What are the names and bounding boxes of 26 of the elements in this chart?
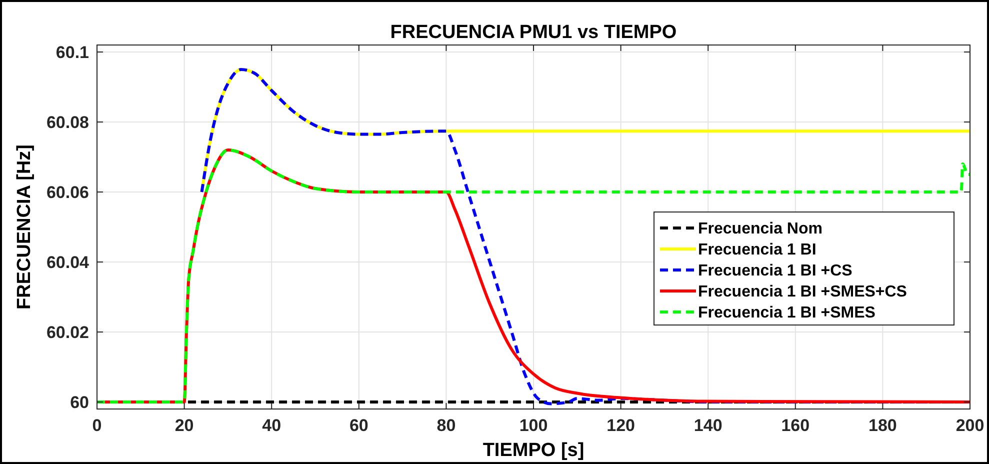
x-tick-label: 60 xyxy=(349,416,368,435)
x-tick-label: 80 xyxy=(436,416,456,435)
y-tick-label: 60 xyxy=(70,392,89,412)
x-tick-label: 160 xyxy=(781,416,810,435)
x-tick-label: 40 xyxy=(262,416,282,435)
legend-label: Frecuencia 1 BI +CS xyxy=(698,262,853,280)
x-tick-label: 120 xyxy=(606,416,635,435)
x-tick-label: 200 xyxy=(956,416,984,435)
y-tick-label: 60.04 xyxy=(46,252,90,272)
line-series xyxy=(96,148,972,404)
x-axis-title: TIEMPO [s] xyxy=(482,440,584,461)
x-tick-label: 0 xyxy=(92,416,102,435)
y-tick-label: 60.1 xyxy=(56,42,89,62)
legend-label: Frecuencia 1 BI xyxy=(698,242,816,259)
y-tick-label: 60.08 xyxy=(46,112,89,132)
x-tick-label: 20 xyxy=(174,416,194,435)
legend-label: Frecuencia 1 BI +SMES+CS xyxy=(698,284,908,301)
legend-label: Frecuencia Nom xyxy=(698,220,822,238)
x-tick-label: 140 xyxy=(694,416,722,435)
chart-title: FRECUENCIA PMU1 vs TIEMPO xyxy=(390,22,677,43)
legend-label: Frecuencia 1 BI +SMES xyxy=(698,304,876,322)
x-tick-label: 180 xyxy=(868,416,897,435)
y-axis-title: FRECUENCIA [Hz] xyxy=(14,144,35,310)
y-tick-label: 60.02 xyxy=(46,322,89,342)
y-tick-label: 60.06 xyxy=(46,182,89,202)
x-tick-label: 100 xyxy=(519,416,548,435)
